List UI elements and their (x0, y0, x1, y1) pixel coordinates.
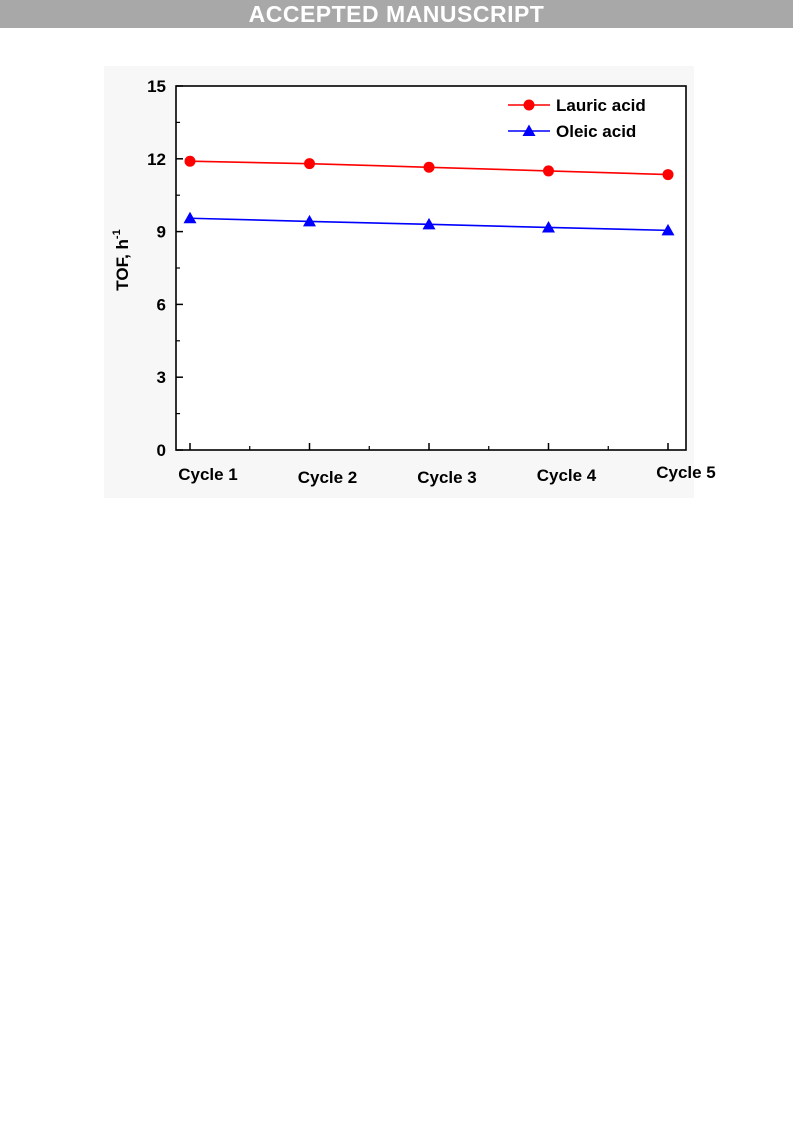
y-axis-label: TOF, h-1 (111, 229, 132, 290)
legend-label: Oleic acid (556, 122, 636, 141)
y-tick-label: 15 (147, 77, 166, 96)
y-tick-label: 12 (147, 150, 166, 169)
x-tick-label: Cycle 4 (537, 466, 597, 485)
data-point (542, 220, 555, 233)
y-axis-label-group: TOF, h-1 (111, 229, 132, 290)
legend-label: Lauric acid (556, 96, 646, 115)
legend-marker (522, 124, 536, 136)
x-tick-label: Cycle 3 (417, 468, 477, 487)
x-tick-label: Cycle 1 (178, 465, 238, 484)
accepted-manuscript-banner: ACCEPTED MANUSCRIPT (0, 0, 793, 28)
y-tick-label: 3 (157, 368, 166, 387)
chart-axes: 0 3 6 9 12 15 Cycle 1 Cycle 2 Cycle 3 Cycle 4 Cycl… (147, 77, 716, 487)
banner-text: ACCEPTED MANUSCRIPT (248, 0, 545, 27)
data-point (183, 211, 197, 224)
data-point (184, 155, 196, 167)
legend-entry: Lauric acid (508, 96, 646, 115)
y-axis-label-main: TOF, h (113, 239, 132, 291)
data-point (304, 158, 315, 170)
y-tick-label: 0 (157, 441, 166, 460)
chart-legend: Lauric acid Oleic acid (508, 96, 646, 141)
series-layer (183, 155, 675, 236)
data-point (422, 217, 436, 230)
data-point (423, 161, 435, 173)
plot-frame (175, 85, 687, 451)
series-2 (183, 211, 675, 236)
legend-entry: Oleic acid (508, 122, 636, 141)
x-tick-label: Cycle 5 (656, 463, 716, 482)
data-point (662, 169, 674, 181)
legend-marker (523, 99, 535, 111)
data-point (543, 165, 554, 177)
x-tick-label: Cycle 2 (298, 468, 358, 487)
y-tick-label: 6 (157, 295, 166, 314)
data-point (303, 214, 316, 227)
y-tick-label: 9 (157, 223, 166, 242)
data-point (661, 223, 675, 236)
y-axis-label-superscript: -1 (111, 229, 123, 239)
series-1 (184, 155, 674, 181)
